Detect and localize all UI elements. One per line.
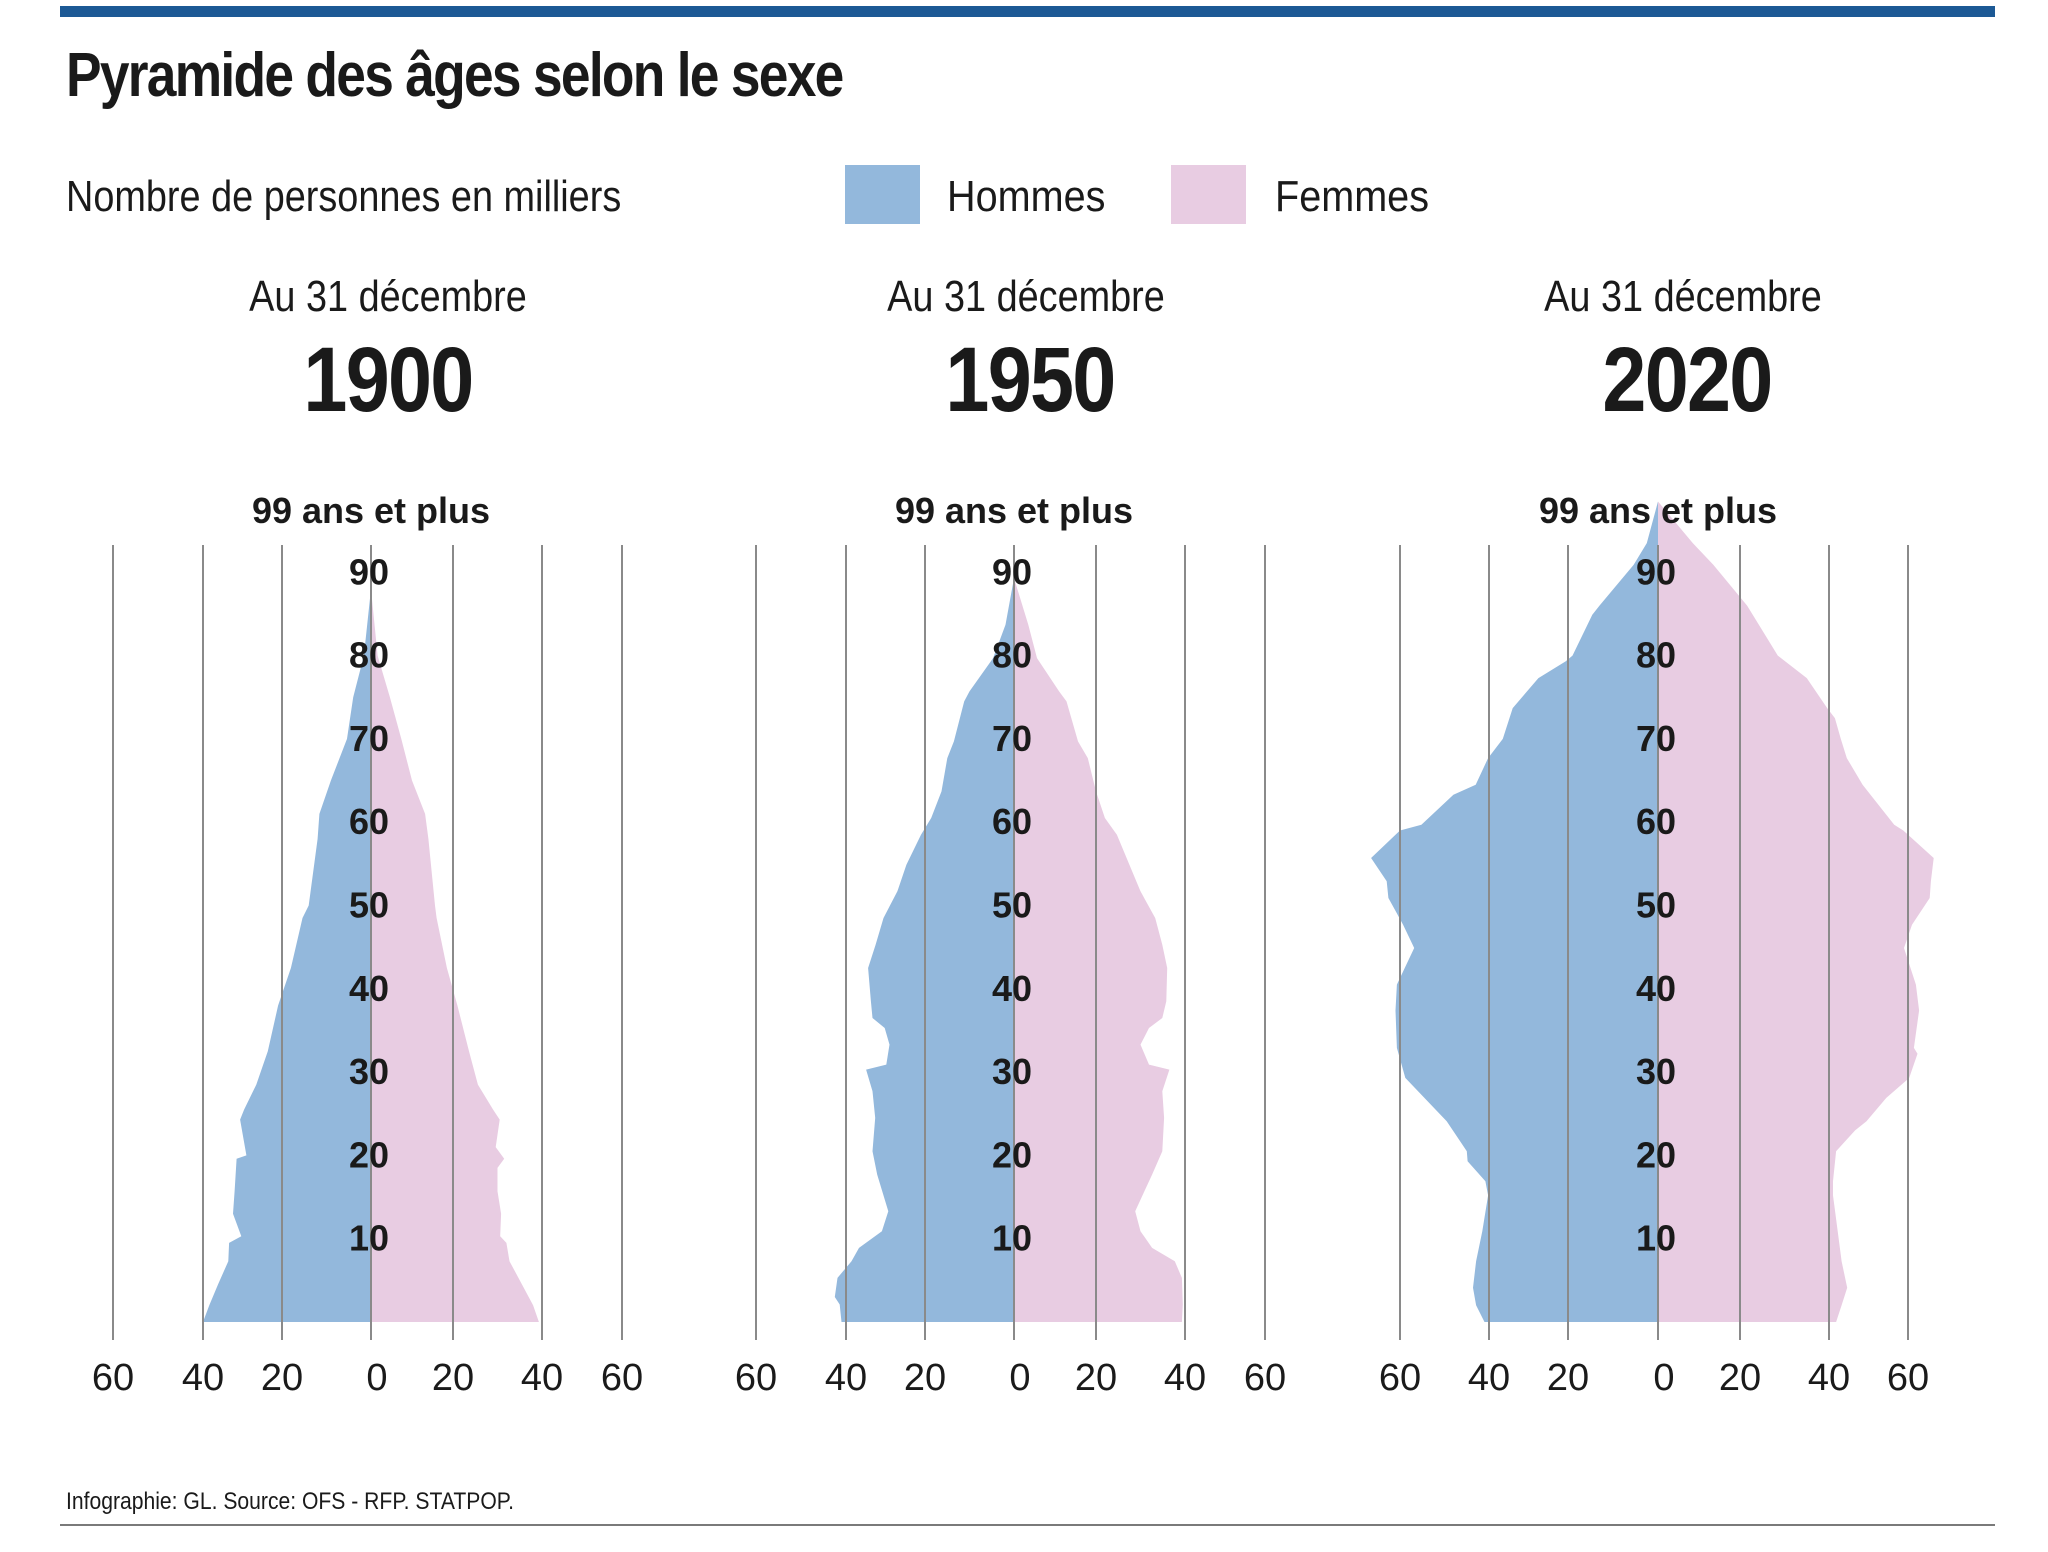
- source-credit: Infographie: GL. Source: OFS - RFP. STAT…: [66, 1488, 515, 1515]
- age-tick-label: 50: [992, 885, 1032, 926]
- top-age-label: 99 ans et plus: [252, 490, 490, 531]
- legend-swatch-femmes: [1171, 165, 1246, 224]
- area-femmes-1950: [1014, 578, 1183, 1322]
- panel-1900-date: Au 31 décembre: [249, 272, 527, 321]
- x-tick-label: 20: [904, 1357, 946, 1399]
- bottom-rule: [60, 1524, 1995, 1526]
- age-tick-label: 30: [1636, 1051, 1676, 1092]
- age-tick-label: 50: [349, 885, 389, 926]
- area-femmes-1900: [371, 589, 539, 1322]
- top-age-label: 99 ans et plus: [1539, 490, 1777, 531]
- x-tick-label: 40: [1164, 1357, 1206, 1399]
- area-femmes-2020: [1658, 501, 1934, 1322]
- panel-2020-year: 2020: [1602, 329, 1773, 431]
- age-tick-label: 30: [349, 1051, 389, 1092]
- area-hommes-2020: [1371, 501, 1658, 1322]
- x-tick-label: 60: [92, 1357, 134, 1399]
- pyramid-1900: 60 40 20 0 20 40 60 10 20 30 40 50 60 70 80 90 99 ans et…: [92, 490, 643, 1399]
- age-tick-label: 40: [349, 968, 389, 1009]
- age-tick-label: 70: [1636, 718, 1676, 759]
- area-hommes-1900: [203, 589, 371, 1322]
- age-tick-label: 60: [349, 801, 389, 842]
- x-tick-label: 20: [432, 1357, 474, 1399]
- age-tick-label: 10: [992, 1218, 1032, 1259]
- age-tick-label: 80: [1636, 635, 1676, 676]
- legend-swatch-hommes: [845, 165, 920, 224]
- age-tick-label: 20: [992, 1134, 1032, 1175]
- x-tick-label: 20: [1547, 1357, 1589, 1399]
- panel-1900-year: 1900: [303, 329, 474, 431]
- panel-1950-date: Au 31 décembre: [887, 272, 1165, 321]
- x-tick-label: 60: [1379, 1357, 1421, 1399]
- x-tick-label: 20: [1075, 1357, 1117, 1399]
- age-tick-label: 70: [992, 718, 1032, 759]
- age-tick-label: 60: [992, 801, 1032, 842]
- age-tick-label: 90: [1636, 551, 1676, 592]
- x-tick-label: 40: [521, 1357, 563, 1399]
- x-tick-label: 60: [1244, 1357, 1286, 1399]
- x-tick-label: 40: [1468, 1357, 1510, 1399]
- x-tick-label: 40: [182, 1357, 224, 1399]
- age-tick-label: 40: [1636, 968, 1676, 1009]
- top-accent-bar: [60, 6, 1995, 17]
- x-tick-label: 0: [1009, 1357, 1030, 1399]
- age-tick-label: 90: [349, 551, 389, 592]
- panel-2020-date: Au 31 décembre: [1544, 272, 1822, 321]
- x-tick-label: 40: [825, 1357, 867, 1399]
- chart-subtitle: Nombre de personnes en milliers: [66, 172, 622, 221]
- pyramid-1950: 60 40 20 0 20 40 60 10 20 30 40 50 60 70 80 90 99 ans et…: [735, 490, 1286, 1399]
- legend-label-hommes: Hommes: [947, 172, 1106, 221]
- age-tick-label: 80: [349, 635, 389, 676]
- x-tick-label: 60: [735, 1357, 777, 1399]
- age-tick-label: 90: [992, 551, 1032, 592]
- age-tick-label: 10: [349, 1218, 389, 1259]
- top-age-label: 99 ans et plus: [895, 490, 1133, 531]
- age-tick-label: 40: [992, 968, 1032, 1009]
- age-tick-label: 50: [1636, 885, 1676, 926]
- x-tick-label: 60: [1887, 1357, 1929, 1399]
- x-tick-label: 20: [261, 1357, 303, 1399]
- panel-1950-year: 1950: [945, 329, 1116, 431]
- legend-label-femmes: Femmes: [1275, 172, 1430, 221]
- x-tick-label: 60: [601, 1357, 643, 1399]
- age-tick-label: 80: [992, 635, 1032, 676]
- x-tick-label: 20: [1719, 1357, 1761, 1399]
- x-tick-label: 0: [366, 1357, 387, 1399]
- x-tick-label: 40: [1808, 1357, 1850, 1399]
- x-tick-label: 0: [1653, 1357, 1674, 1399]
- age-tick-label: 20: [1636, 1134, 1676, 1175]
- age-tick-label: 70: [349, 718, 389, 759]
- age-tick-label: 20: [349, 1134, 389, 1175]
- age-tick-label: 30: [992, 1051, 1032, 1092]
- chart-title: Pyramide des âges selon le sexe: [66, 41, 844, 110]
- age-tick-label: 10: [1636, 1218, 1676, 1259]
- pyramid-2020: 60 40 20 0 20 40 60 10 20 30 40 50 60 70 80 90 99 ans et…: [1371, 490, 1934, 1399]
- age-tick-label: 60: [1636, 801, 1676, 842]
